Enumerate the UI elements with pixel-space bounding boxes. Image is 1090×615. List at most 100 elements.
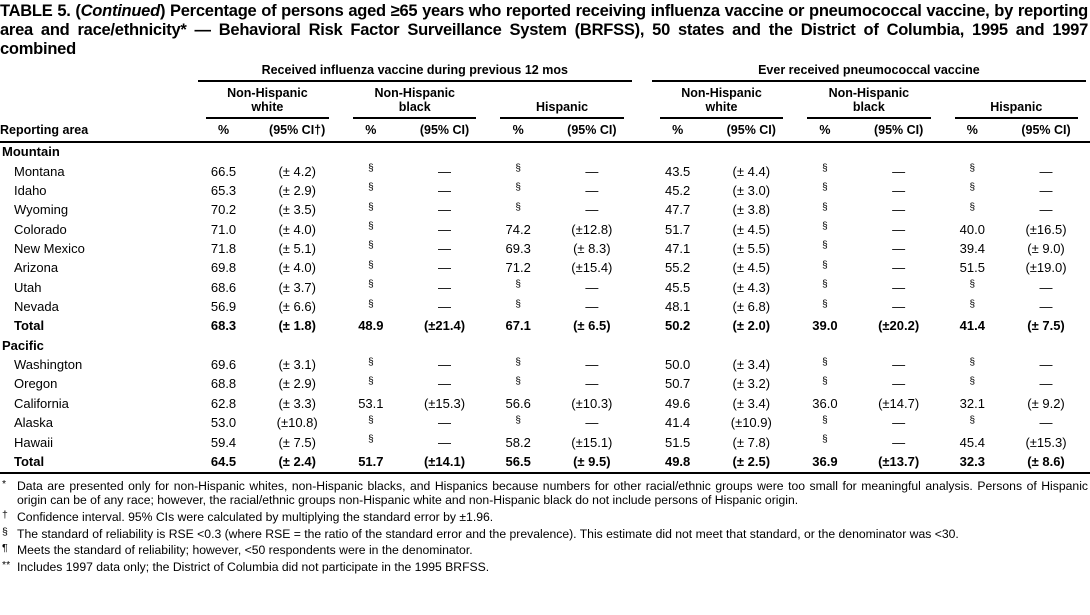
cell-percent: § [822,356,828,368]
cell-ci: (± 4.5) [732,221,771,237]
cell-percent: § [368,433,374,445]
cell-ci: (±10.9) [730,415,772,431]
cell-percent: § [515,201,521,213]
cell-ci: — [438,241,451,257]
row-spacer [636,220,648,239]
row-area-label: Wyoming [14,202,69,218]
cell-ci: — [1039,279,1053,295]
cell-ci: (± 3.7) [278,279,316,295]
cell-percent: 71.0 [210,221,237,237]
cell-percent: § [969,163,976,175]
cell-ci: (± 3.1) [278,357,316,373]
cell-percent: 64.5 [210,453,237,469]
cell-ci: (±14.7) [878,395,920,411]
cell-percent: § [368,259,374,271]
cell-ci: (± 4.4) [732,163,771,179]
subgroup-flu-hispanic: Hispanic [488,82,635,119]
cell-ci: (± 2.0) [732,318,771,334]
cell-ci: (± 1.8) [278,318,316,334]
cell-percent: 39.0 [812,318,838,334]
cell-percent: § [969,201,976,213]
cell-ci: (±12.8) [571,221,613,237]
cell-ci: — [892,299,906,315]
cell-ci: (± 6.8) [732,299,771,315]
cell-ci: — [438,221,451,237]
row-spacer [636,201,648,220]
ci-header: (95% CI†) [253,118,342,143]
cell-percent: § [515,298,521,310]
cell-percent: 69.8 [210,260,237,276]
cell-percent: 68.6 [210,279,237,295]
cell-ci: (± 4.5) [732,260,771,276]
percent-header: % [795,118,855,143]
row-area-label: Colorado [14,221,67,237]
cell-ci: — [1039,357,1053,373]
cell-ci: — [892,221,906,237]
row-area-label: Oregon [14,376,58,392]
cell-ci: — [438,376,451,392]
row-spacer [636,452,648,472]
cell-ci: (±15.1) [571,434,613,450]
cell-ci: (± 4.0) [278,260,316,276]
cell-percent: 51.5 [959,260,985,276]
ci-header: (95% CI) [400,118,489,143]
cell-ci: (± 3.3) [278,395,316,411]
group-header-spacer [636,63,648,81]
cell-ci: (± 6.5) [573,318,611,334]
cell-percent: 39.4 [959,241,985,257]
title-text: ) Percentage of persons aged ≥65 years w… [0,2,1088,58]
row-spacer [636,278,648,297]
subgroup-spacer [636,82,648,119]
cell-ci: — [585,376,599,392]
cell-percent: § [368,414,374,426]
cell-ci: (± 9.2) [1027,395,1065,411]
cell-percent: § [969,279,976,291]
row-spacer [636,375,648,394]
cell-ci: — [438,183,451,199]
ci-header: (95% CI) [547,118,636,143]
ci-header: (95% CI) [1002,118,1090,143]
group-header-blank [0,63,194,81]
cell-percent: 43.5 [664,163,691,179]
cell-percent: § [368,182,374,194]
subgroup-blank [0,82,194,119]
cell-ci: (±10.3) [571,395,613,411]
footnote-dagger: † Confidence interval. 95% CIs were calcu… [2,508,494,524]
state-row: New Mexico 71.8 (± 5.1) § — 69.3 (± 8.3) 47.1 (±… [0,239,1090,258]
percent-header: % [341,118,401,143]
cell-ci: (± 4.2) [278,163,316,179]
column-header-row: Reporting area % (95% CI†) % (95% CI) % … [0,118,1090,143]
state-row: Washington 69.6 (± 3.1) § — § — 50.0 (± 3.4) § — § — [0,356,1090,375]
cell-percent: § [969,375,976,387]
cell-percent: 32.1 [959,395,985,411]
cell-ci: (±20.2) [878,318,920,334]
cell-ci: (± 2.9) [278,376,316,392]
row-area-label: California [14,395,69,411]
cell-percent: § [368,356,374,368]
cell-percent: 58.2 [505,434,531,450]
cell-ci: — [1039,163,1053,179]
cell-percent: 49.6 [664,395,691,411]
state-row: Wyoming 70.2 (± 3.5) § — § — 47.7 (± 3.8) § — § — [0,201,1090,220]
cell-percent: 36.0 [812,395,838,411]
state-row: Alaska 53.0 (±10.8) § — § — 41.4 (±10.9) § — § — [0,414,1090,433]
state-row: Arizona 69.8 (± 4.0) § — 71.2 (±15.4) 55.2 (± 4.… [0,259,1090,278]
row-area-label: Alaska [14,415,54,431]
cell-ci: (± 8.6) [1027,453,1065,469]
state-row: Idaho 65.3 (± 2.9) § — § — 45.2 (± 3.0) § — § — [0,181,1090,200]
cell-ci: — [892,376,906,392]
cell-percent: § [969,356,976,368]
cell-ci: — [1039,376,1053,392]
cell-ci: — [1039,299,1053,315]
cell-percent: § [515,414,521,426]
group-header-influenza: Received influenza vaccine during previo… [194,63,636,82]
cell-percent: 45.5 [664,279,691,295]
cell-ci: — [585,357,599,373]
cell-ci: — [892,434,906,450]
table-body: Mountain Montana 66.5 (± 4.2) § — § — 43.5 (± 4.4… [0,142,1090,473]
section-row: Mountain [0,142,1090,162]
cell-percent: § [822,298,828,310]
cell-percent: 47.1 [664,241,691,257]
cell-percent: § [822,279,828,291]
percent-header: % [193,118,254,143]
